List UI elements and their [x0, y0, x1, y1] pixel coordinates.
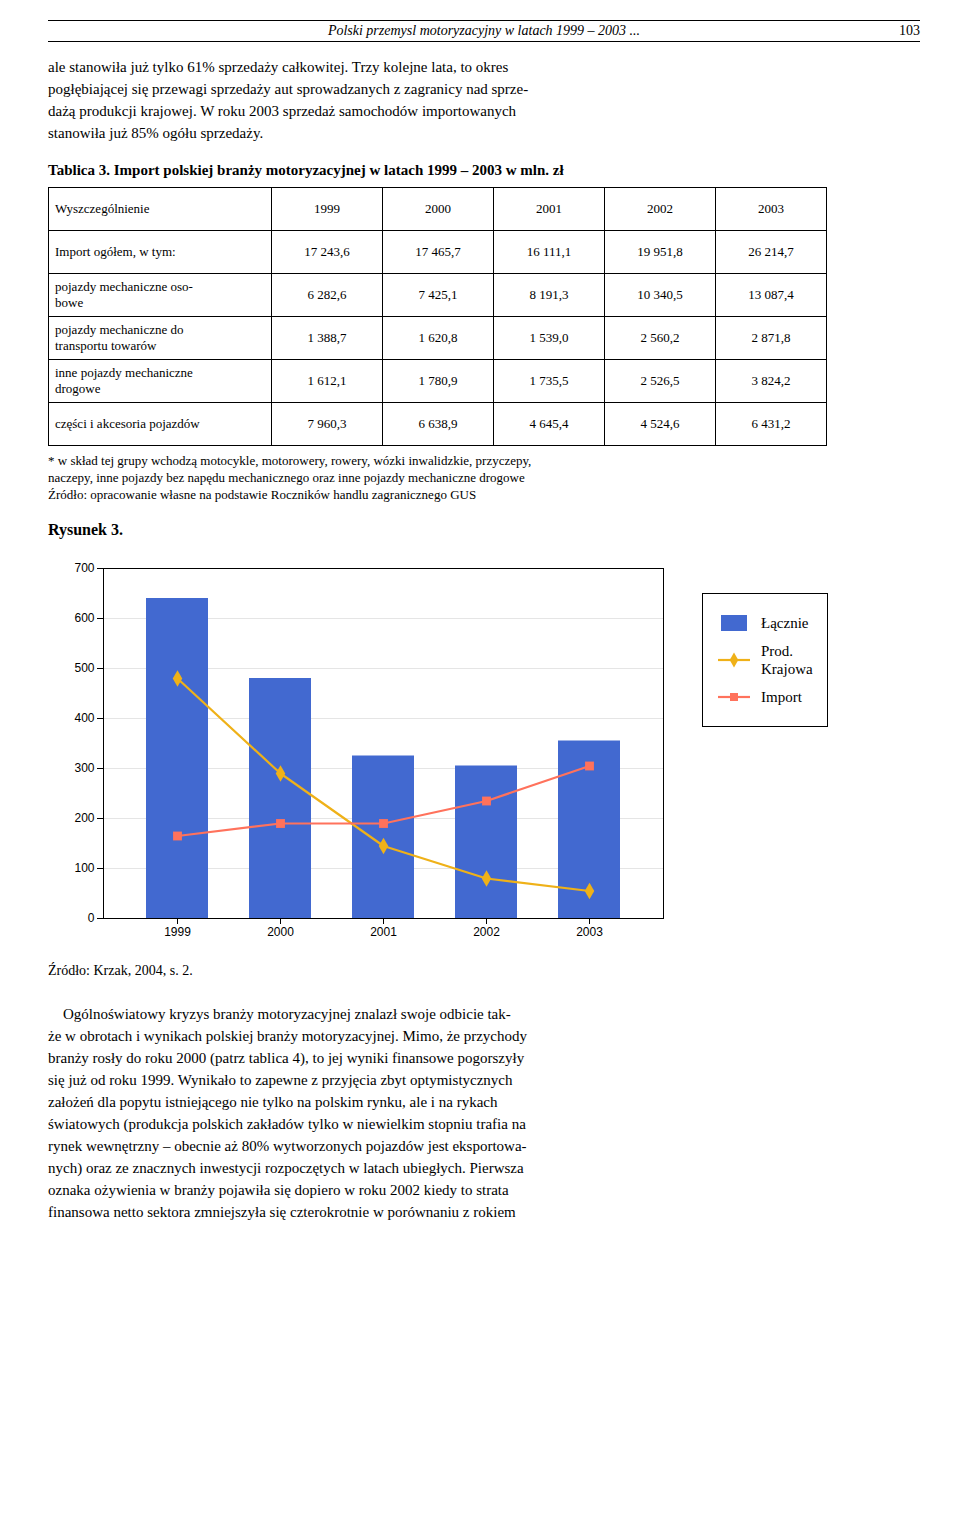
html-text:Tablica 3. Import polskiej bra: Tablica 3. Import polskiej branży motory… [48, 162, 564, 178]
html-text:6 431,2: 6 431,2 [751, 416, 791, 431]
html-text:1 620,8: 1 620,8 [418, 330, 458, 345]
html-text:103: 103 [899, 23, 920, 38]
html-text:10 340,5: 10 340,5 [637, 287, 683, 302]
html-text:światowych (produkcja polskich: światowych (produkcja polskich zakładów … [48, 1116, 526, 1132]
html-text:1 539,0: 1 539,0 [529, 330, 569, 345]
html-text:3 824,2: 3 824,2 [751, 373, 791, 388]
html-text:2001: 2001 [536, 201, 562, 216]
html-text:1 388,7: 1 388,7 [307, 330, 347, 345]
html-text:finansowa netto sektora zmniej: finansowa netto sektora zmniejszyła się … [48, 1204, 516, 1220]
svg-text:500: 500 [74, 661, 94, 675]
html-text:inne pojazdy mechaniczne drogo: inne pojazdy mechaniczne drogowe [55, 365, 193, 396]
html-text:pogłębiającej się przewagi spr: pogłębiającej się przewagi sprzedaży aut… [48, 81, 529, 97]
svg-text:0: 0 [88, 911, 95, 925]
html-text:ale stanowiła już tylko 61% sp: ale stanowiła już tylko 61% sprzedaży ca… [48, 59, 509, 75]
html-text:że w obrotach i wynikach polsk: że w obrotach i wynikach polskiej branży… [48, 1028, 527, 1044]
html-text:17 465,7: 17 465,7 [415, 244, 461, 259]
html-text:stanowiła już 85% ogółu sprzed: stanowiła już 85% ogółu sprzedaży. [48, 125, 264, 141]
html-text:7 425,1: 7 425,1 [418, 287, 458, 302]
html-text:oznaka ożywienia w branży poja: oznaka ożywienia w branży pojawiła się d… [48, 1182, 509, 1198]
html-text:Import: Import [761, 689, 802, 705]
html-text:1 735,5: 1 735,5 [529, 373, 569, 388]
html-text:rynek wewnętrzny – obecnie aż: rynek wewnętrzny – obecnie aż 80% wytwor… [48, 1138, 527, 1154]
html-text:2 871,8: 2 871,8 [751, 330, 791, 345]
svg-text:2000: 2000 [267, 925, 294, 939]
html-text:Źródło: Krzak, 2004, s. 2.: Źródło: Krzak, 2004, s. 2. [48, 963, 193, 978]
html-text:7 960,3: 7 960,3 [307, 416, 347, 431]
html-text:założeń dla popytu istniejąceg: założeń dla popytu istniejącego nie tylk… [48, 1094, 498, 1110]
html-text:się już od roku 1999. Wynikało: się już od roku 1999. Wynikało to zapewn… [48, 1072, 513, 1088]
html-text:6 638,9: 6 638,9 [418, 416, 458, 431]
svg-text:700: 700 [74, 561, 94, 575]
html-text:Import ogółem, w tym:: Import ogółem, w tym: [55, 244, 176, 259]
html-text:Ogólnoświatowy kryzys branży m: Ogólnoświatowy kryzys branży motoryzacyj… [48, 1006, 511, 1022]
svg-text:1999: 1999 [164, 925, 191, 939]
html-text:2 560,2: 2 560,2 [640, 330, 680, 345]
html-text:1 780,9: 1 780,9 [418, 373, 458, 388]
html-text:Prod. Krajowa: Prod. Krajowa [761, 643, 813, 677]
svg-text:600: 600 [74, 611, 94, 625]
html-text:Polski przemysl motoryzacyjny: Polski przemysl motoryzacyjny w latach 1… [327, 23, 641, 38]
html-text:* w skład tej grupy wchodzą mo: * w skład tej grupy wchodzą motocykle, m… [48, 453, 532, 468]
html-text:2 526,5: 2 526,5 [640, 373, 680, 388]
html-text:Rysunek 3.: Rysunek 3. [48, 521, 123, 538]
html-text:26 214,7: 26 214,7 [748, 244, 794, 259]
html-text:Łącznie: Łącznie [761, 615, 809, 631]
html-text:19 951,8: 19 951,8 [637, 244, 683, 259]
html-text:4 645,4: 4 645,4 [529, 416, 569, 431]
html-text:1 612,1: 1 612,1 [307, 373, 347, 388]
html-text:pojazdy mechaniczne oso- bowe: pojazdy mechaniczne oso- bowe [55, 279, 193, 310]
html-text:13 087,4: 13 087,4 [748, 287, 794, 302]
html-text:Wyszczególnienie: Wyszczególnienie [55, 201, 150, 216]
html-text:4 524,6: 4 524,6 [640, 416, 680, 431]
svg-text:400: 400 [74, 711, 94, 725]
html-text:8 191,3: 8 191,3 [529, 287, 569, 302]
html-text:6 282,6: 6 282,6 [307, 287, 347, 302]
html-text:Źródło: opracowanie własne na: Źródło: opracowanie własne na podstawie … [48, 487, 477, 502]
svg-text:2001: 2001 [370, 925, 397, 939]
html-text:dażą produkcji krajowej. W rok: dażą produkcji krajowej. W roku 2003 spr… [48, 103, 517, 119]
html-text:części i akcesoria pojazdów: części i akcesoria pojazdów [55, 416, 200, 431]
html-text:17 243,6: 17 243,6 [304, 244, 350, 259]
html-text:2002: 2002 [647, 201, 673, 216]
svg-text:100: 100 [74, 861, 94, 875]
svg-text:200: 200 [74, 811, 94, 825]
svg-text:2002: 2002 [473, 925, 500, 939]
html-text:pojazdy mechaniczne do transpo: pojazdy mechaniczne do transportu towaró… [55, 322, 184, 353]
html-text:branży rosły do roku 2000 (pat: branży rosły do roku 2000 (patrz tablica… [48, 1050, 525, 1066]
html-text:nych) oraz ze znacznych inwest: nych) oraz ze znacznych inwestycji rozpo… [48, 1160, 524, 1176]
html-text:16 111,1: 16 111,1 [526, 244, 572, 259]
html-text:2003: 2003 [758, 201, 784, 216]
html-text:1999: 1999 [314, 201, 340, 216]
html-text:2000: 2000 [425, 201, 451, 216]
svg-text:2003: 2003 [576, 925, 603, 939]
html-text:naczepy, inne pojazdy bez napę: naczepy, inne pojazdy bez napędu mechani… [48, 470, 525, 485]
svg-text:300: 300 [74, 761, 94, 775]
